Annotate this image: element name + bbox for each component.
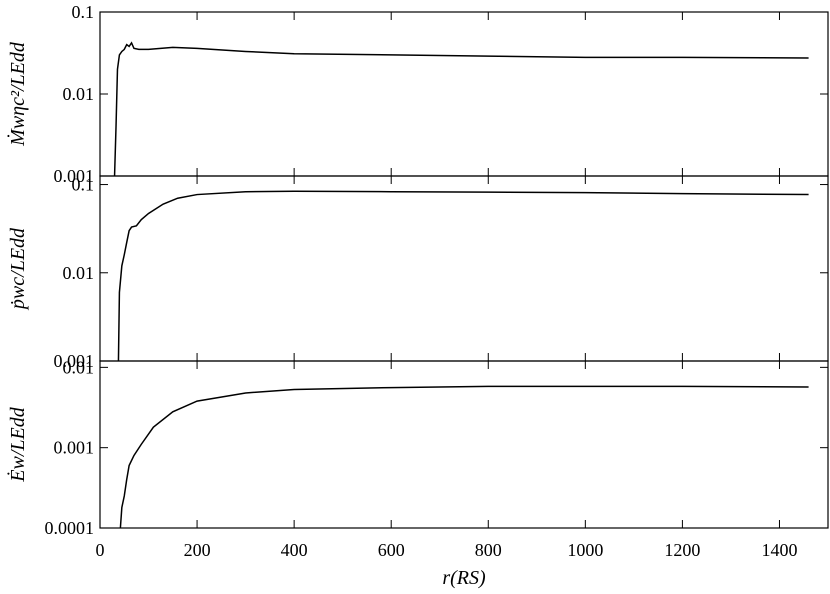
y-tick-label: 0.1 xyxy=(72,175,95,195)
data-line xyxy=(113,41,809,176)
data-line xyxy=(117,190,809,361)
x-tick-label: 1400 xyxy=(761,540,797,560)
y-tick-label: 0.01 xyxy=(63,357,95,377)
panel-frame xyxy=(99,11,829,177)
y-tick-label: 0.01 xyxy=(63,263,95,283)
x-axis-label: r(RS) xyxy=(442,567,486,589)
x-tick-label: 800 xyxy=(475,540,502,560)
y-axis-label: Ėw/LEdd xyxy=(6,406,29,482)
panel-frame xyxy=(99,360,829,529)
y-tick-label: 0.001 xyxy=(54,166,95,186)
y-axis-label: ṗwc/LEdd xyxy=(7,227,29,311)
x-tick-label: 0 xyxy=(96,540,105,560)
x-tick-label: 200 xyxy=(184,540,211,560)
y-tick-label: 0.0001 xyxy=(45,518,95,538)
y-tick-label: 0.001 xyxy=(54,351,95,371)
data-line xyxy=(119,385,809,528)
x-tick-label: 1000 xyxy=(567,540,603,560)
y-axis-label: Ṁwηc²/LEdd xyxy=(6,41,29,147)
x-tick-label: 1200 xyxy=(664,540,700,560)
y-tick-label: 0.1 xyxy=(72,2,95,22)
x-tick-label: 400 xyxy=(281,540,308,560)
panel-frame xyxy=(99,175,829,362)
y-tick-label: 0.001 xyxy=(54,438,95,458)
x-tick-label: 600 xyxy=(378,540,405,560)
y-tick-label: 0.01 xyxy=(63,84,95,104)
